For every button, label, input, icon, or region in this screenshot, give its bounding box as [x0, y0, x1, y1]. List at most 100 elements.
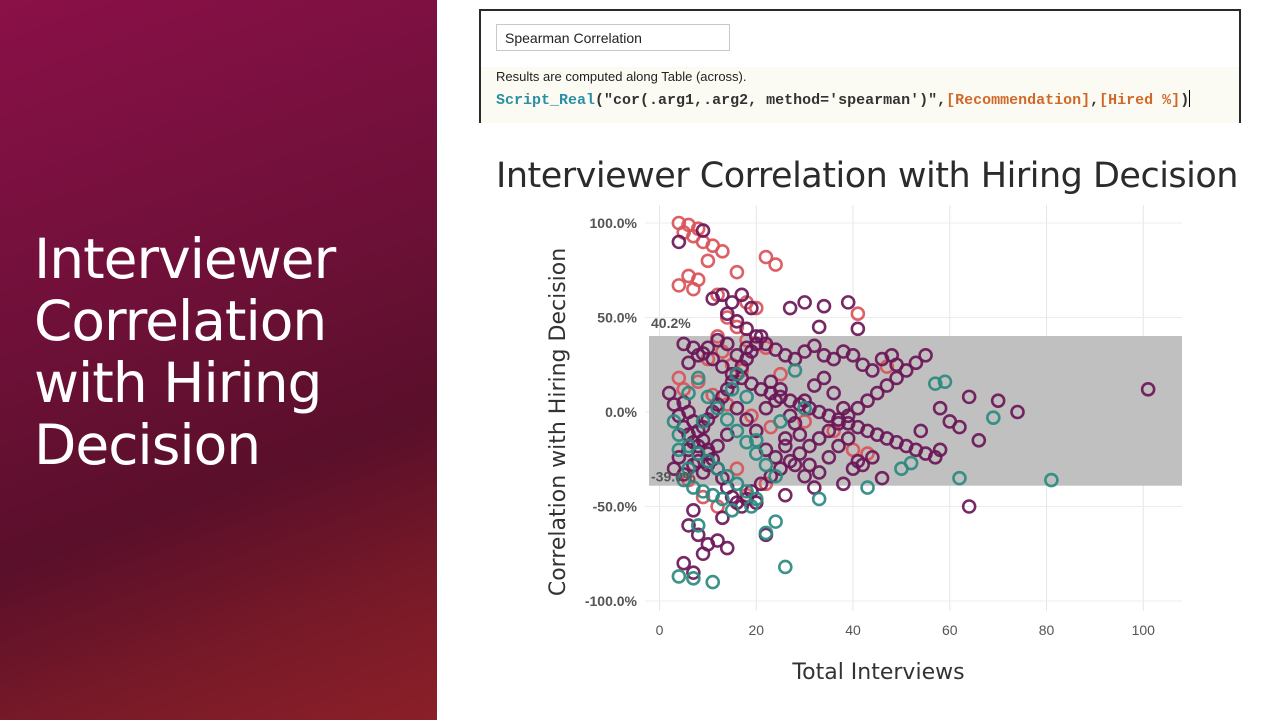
scatter-point-purple [758, 400, 774, 416]
scatter-point-teal [700, 389, 716, 405]
title-panel: Interviewer Correlation with Hiring Deci… [0, 0, 437, 720]
y-tick-label: 100.0% [590, 215, 638, 231]
scatter-point-purple [816, 298, 832, 314]
scatter-point-purple [860, 393, 875, 408]
scatter-point-red [768, 257, 783, 272]
scatter-point-purple [681, 355, 696, 371]
scatter-point-purple [715, 359, 730, 374]
calculation-name-field[interactable]: Spearman Correlation [496, 24, 730, 51]
x-tick-label: 20 [748, 622, 764, 638]
scatter-point-teal [729, 423, 745, 439]
scatter-point-purple [952, 419, 967, 435]
formula-text[interactable]: Script_Real("cor(.arg1,.arg2, method='sp… [496, 90, 1191, 109]
y-tick-label: 0.0% [605, 404, 637, 420]
scatter-point-purple [739, 412, 754, 427]
y-tick-label: -50.0% [593, 499, 638, 515]
scatter-point-purple [816, 370, 832, 386]
scatter-point-purple [686, 565, 701, 580]
scatter-point-teal [773, 414, 788, 429]
band-upper-label: 40.2% [651, 315, 691, 331]
scatter-point-purple [729, 400, 745, 416]
scatter-point-purple [826, 351, 841, 367]
scatter-point-purple [850, 321, 866, 337]
scatter-point-teal [666, 414, 682, 429]
scatter-point-purple [715, 510, 730, 526]
scatter-point-purple [710, 332, 725, 348]
formula-close-paren: ) [1180, 92, 1190, 109]
formula-open-paren: ( [595, 92, 605, 109]
scatter-point-teal [729, 366, 745, 382]
scatter-point-purple [739, 321, 754, 337]
scatter-point-purple [821, 423, 837, 439]
scatter-point-purple [797, 295, 812, 310]
scatter-point-purple [840, 431, 856, 446]
scatter-point-teal [927, 376, 943, 391]
scatter-point-purple [690, 438, 706, 454]
scatter-point-purple [671, 234, 687, 250]
scatter-point-purple [753, 476, 769, 492]
x-axis-title: Total Interviews [791, 660, 964, 685]
scatter-point-teal [715, 491, 730, 507]
scatter-point-purple [869, 385, 885, 401]
scatter-point-purple [889, 370, 904, 386]
scatter-point-teal [903, 455, 919, 471]
scatter-point-red [850, 306, 866, 322]
scatter-point-teal [777, 559, 793, 575]
scatter-point-purple [865, 363, 880, 378]
scatter-point-teal [797, 400, 812, 416]
scatter-point-purple [913, 423, 929, 439]
scatter-point-purple [855, 457, 871, 473]
scatter-point-purple [865, 450, 880, 465]
scatter-point-purple [908, 355, 924, 371]
scatter-point-teal [758, 457, 774, 473]
formula-comma: , [937, 92, 947, 109]
scatter-point-teal [695, 414, 711, 429]
scatter-point-purple [836, 400, 851, 416]
scatter-point-teal [952, 470, 967, 486]
scatter-point-purple [777, 438, 793, 454]
scatter-point-purple [850, 400, 866, 416]
scatter-point-purple [768, 450, 783, 465]
scatter-point-purple [719, 540, 735, 556]
scatter-point-teal [690, 370, 706, 386]
scatter-point-purple [715, 287, 730, 303]
scatter-point-purple [710, 533, 725, 548]
calculation-editor[interactable]: Spearman Correlation Results are compute… [479, 9, 1241, 123]
text-caret [1189, 90, 1191, 107]
scatter-point-teal [748, 433, 764, 448]
scatter-point-teal [758, 525, 774, 541]
scatter-point-purple [1140, 382, 1156, 397]
formula-comma: , [1090, 92, 1100, 109]
scatter-point-teal [724, 502, 740, 518]
scatter-point-purple [748, 329, 764, 344]
scatter-point-purple [690, 527, 706, 543]
scatter-chart[interactable]: 40.2% -39.0% 100.0% 50.0% 0.0% -50.0% -100.0% 0… [540, 200, 1200, 700]
scatter-point-purple [768, 393, 783, 408]
scatter-point-purple [695, 223, 711, 238]
scatter-point-purple [1010, 404, 1025, 420]
scatter-point-purple [874, 470, 890, 486]
scatter-point-teal [744, 499, 759, 514]
formula-area[interactable] [481, 67, 1239, 123]
scatter-point-teal [860, 480, 875, 495]
x-tick-label: 40 [845, 622, 861, 638]
scatter-point-purple [797, 468, 812, 484]
x-tick-label: 60 [942, 622, 958, 638]
y-axis-title: Correlation with Hiring Decision [546, 248, 571, 596]
scatter-point-teal [811, 491, 827, 507]
scatter-point-purple [748, 423, 764, 439]
scatter-point-purple [990, 393, 1006, 408]
scatter-point-purple [845, 348, 861, 363]
scatter-point-red [758, 249, 774, 265]
scatter-point-purple [676, 555, 692, 571]
scatter-point-teal [768, 514, 783, 529]
scatter-point-purple [777, 487, 793, 503]
scatter-point-purple [918, 348, 933, 363]
scatter-point-purple [802, 438, 817, 454]
scatter-point-teal [787, 363, 803, 378]
formula-script-string: "cor(.arg1,.arg2, method='spearman')" [604, 92, 938, 109]
scatter-point-purple [763, 374, 779, 390]
scatter-point-red [700, 253, 716, 269]
scatter-point-purple [734, 287, 750, 303]
scatter-point-purple [898, 363, 914, 378]
